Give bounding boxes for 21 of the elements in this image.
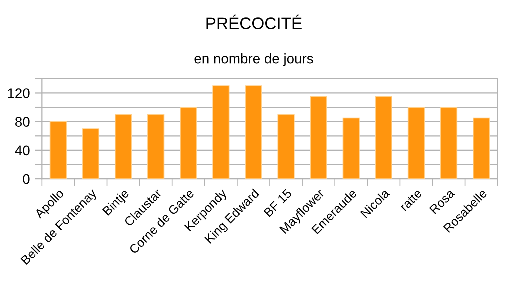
bar: [245, 86, 262, 180]
bar: [212, 86, 230, 180]
bar: [473, 118, 490, 180]
bar: [310, 96, 328, 180]
bar: [50, 121, 67, 180]
bar: [278, 114, 295, 180]
y-tick-label: 40: [15, 146, 30, 156]
bar: [114, 114, 132, 180]
bar: [375, 96, 392, 180]
bar: [408, 107, 426, 180]
chart-title: PRÉCOCITÉ: [206, 14, 302, 30]
bar: [82, 128, 100, 180]
y-tick-label: 120: [8, 88, 30, 98]
bar: [148, 114, 165, 180]
chart-subtitle: en nombre de jours: [194, 54, 314, 66]
bar: [342, 118, 360, 180]
bar: [440, 107, 458, 180]
y-tick-label: 80: [16, 117, 30, 128]
x-tick-label: ratte: [400, 189, 423, 212]
bar: [180, 107, 198, 180]
y-tick-label: 0: [23, 174, 30, 184]
